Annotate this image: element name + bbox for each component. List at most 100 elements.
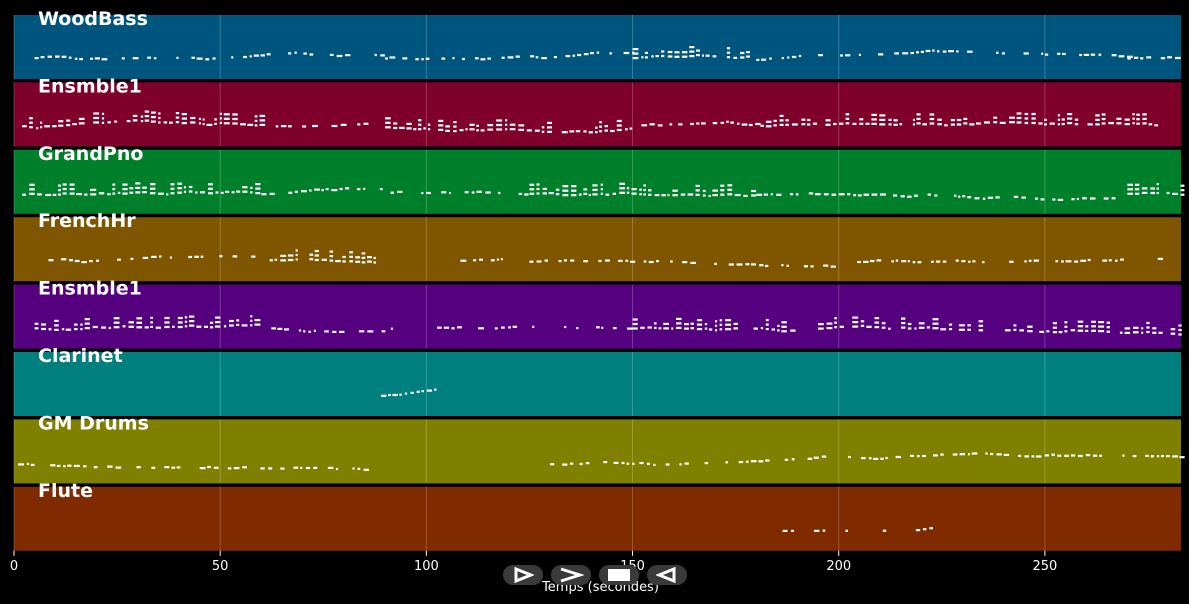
note <box>1061 260 1064 263</box>
note <box>112 183 116 186</box>
note <box>714 262 717 265</box>
note <box>295 249 298 252</box>
note <box>76 193 82 196</box>
note <box>55 55 60 58</box>
note <box>266 53 271 56</box>
note <box>776 193 782 196</box>
track-lane[interactable] <box>14 352 1181 416</box>
note <box>1146 330 1150 334</box>
note <box>34 57 39 60</box>
stop-button[interactable] <box>599 565 639 585</box>
track-lane[interactable] <box>14 486 1181 551</box>
note <box>1013 328 1017 331</box>
note <box>578 193 582 196</box>
note <box>825 123 831 126</box>
note <box>726 56 731 59</box>
note <box>821 455 827 458</box>
note <box>324 330 329 333</box>
note <box>857 194 862 197</box>
note <box>702 54 704 57</box>
note <box>942 50 947 53</box>
note <box>996 453 1002 456</box>
note <box>599 125 602 128</box>
track-lane[interactable] <box>14 284 1181 349</box>
note <box>170 183 175 186</box>
note <box>1124 123 1130 126</box>
play-alt-button[interactable] <box>503 565 543 585</box>
note <box>233 467 240 470</box>
note <box>1067 122 1073 125</box>
note <box>1119 331 1123 334</box>
note <box>1141 187 1148 190</box>
note <box>955 259 959 262</box>
note <box>1071 198 1075 201</box>
note <box>681 55 688 58</box>
rewind-button[interactable] <box>647 565 687 585</box>
note <box>268 467 273 470</box>
note <box>967 324 971 327</box>
note <box>191 56 195 59</box>
note <box>112 192 116 195</box>
note <box>255 187 261 190</box>
note <box>189 315 195 318</box>
note <box>247 123 254 126</box>
note <box>37 193 42 196</box>
note <box>592 188 598 191</box>
note <box>108 326 111 330</box>
note <box>1064 321 1068 324</box>
note <box>1160 57 1166 60</box>
note <box>188 185 193 189</box>
track-lane[interactable] <box>14 82 1181 147</box>
note <box>1024 117 1029 120</box>
track-lane[interactable] <box>14 15 1181 79</box>
note <box>632 48 639 51</box>
note <box>967 328 971 331</box>
note <box>329 250 334 253</box>
note <box>84 318 90 321</box>
track-label: Clarinet <box>38 345 123 367</box>
track-lane[interactable] <box>14 149 1181 214</box>
note <box>978 324 984 327</box>
note <box>269 192 275 195</box>
note <box>640 326 645 329</box>
note <box>363 468 369 471</box>
note <box>303 330 306 333</box>
note <box>189 320 195 323</box>
note <box>240 123 246 126</box>
note <box>950 123 955 126</box>
note <box>29 121 33 124</box>
note <box>1142 122 1147 125</box>
note <box>1156 187 1159 190</box>
note <box>494 327 498 330</box>
note <box>250 324 253 327</box>
note <box>860 324 865 327</box>
note <box>931 260 934 263</box>
note <box>715 320 718 323</box>
note <box>1101 113 1106 116</box>
note <box>726 51 731 54</box>
note <box>54 324 59 327</box>
note <box>1090 53 1096 56</box>
note <box>1064 454 1069 457</box>
forward-button[interactable] <box>551 565 591 585</box>
note <box>1076 197 1079 201</box>
track-lane[interactable] <box>14 419 1181 484</box>
note <box>1001 52 1005 55</box>
note <box>993 116 998 119</box>
note <box>712 194 718 197</box>
note <box>177 187 183 190</box>
note <box>1180 189 1185 192</box>
note <box>940 328 947 331</box>
track-lane[interactable] <box>14 217 1181 282</box>
note <box>153 57 157 60</box>
note <box>1095 118 1100 121</box>
note <box>690 261 696 264</box>
note <box>529 188 535 191</box>
note <box>1077 320 1084 323</box>
note <box>250 191 253 194</box>
note <box>696 49 700 52</box>
note <box>784 458 789 461</box>
note <box>1049 122 1055 125</box>
note <box>475 57 479 60</box>
note <box>1074 260 1079 263</box>
